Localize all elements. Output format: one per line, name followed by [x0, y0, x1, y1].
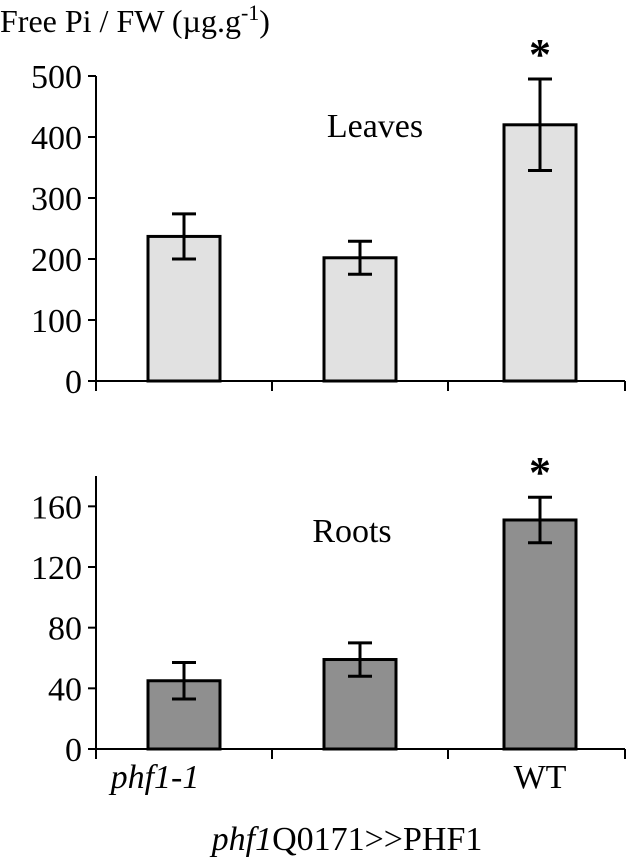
panel-label: Leaves — [327, 108, 423, 145]
y-axis-title-sup: -1 — [241, 0, 259, 25]
y-axis-title: Free Pi / FW (µg.g-1) — [0, 0, 270, 39]
y-tick-label: 40 — [48, 671, 82, 708]
bar — [146, 234, 222, 383]
y-tick-label: 160 — [31, 489, 82, 526]
category-label-italic-part: phf1 — [210, 821, 272, 858]
y-axis-title-main: Free Pi / FW (µg.g — [0, 3, 241, 39]
category-label-wt: WT — [514, 759, 567, 796]
y-tick-label: 300 — [31, 181, 82, 218]
significance-star: * — [529, 448, 551, 497]
bar — [322, 256, 398, 383]
y-tick-label: 0 — [65, 364, 82, 401]
bar — [502, 518, 578, 751]
category-label-phf1-1: phf1-1 — [109, 759, 200, 796]
y-tick-label: 100 — [31, 303, 82, 340]
y-tick-label: 80 — [48, 611, 82, 648]
category-label-phf1q0171-phf1: phf1Q0171>>PHF1 — [210, 821, 483, 858]
y-tick-label: 500 — [31, 59, 82, 96]
roots-panel: 0 40 80 120 160 Roots * — [31, 448, 626, 769]
y-tick-label: 400 — [31, 120, 82, 157]
y-tick-label: 200 — [31, 242, 82, 279]
significance-star: * — [529, 30, 551, 79]
leaves-panel: 0 100 200 300 400 500 Leaves * — [31, 30, 626, 401]
category-labels: phf1-1 phf1Q0171>>PHF1 WT — [109, 759, 567, 858]
y-axis-title-close: ) — [259, 3, 270, 39]
category-label-rest-part: Q0171>>PHF1 — [272, 821, 482, 858]
y-tick-label: 120 — [31, 550, 82, 587]
y-tick-label: 0 — [65, 732, 82, 769]
panel-label: Roots — [312, 513, 391, 550]
